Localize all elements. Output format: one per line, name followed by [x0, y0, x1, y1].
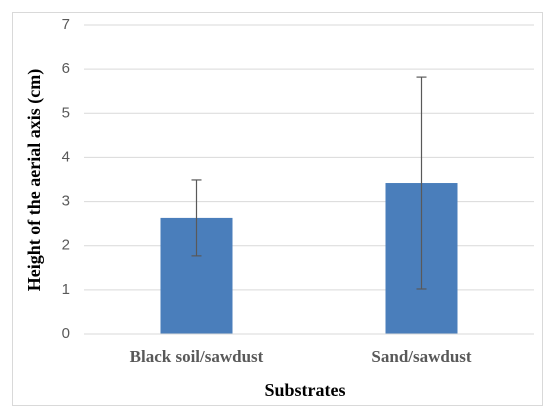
error-bar	[191, 179, 202, 257]
y-axis-title: Height of the aerial axis (cm)	[24, 69, 45, 291]
x-axis-title: Substrates	[264, 380, 345, 400]
y-tick-label: 0	[62, 325, 70, 342]
y-tick-label: 4	[62, 148, 70, 165]
y-tick-label: 2	[62, 237, 70, 254]
y-tick-label: 7	[62, 16, 70, 33]
x-tick-label: Sand/sawdust	[371, 347, 472, 366]
y-tick-label: 5	[62, 104, 70, 121]
y-tick-label: 6	[62, 60, 70, 77]
x-tick-label: Black soil/sawdust	[130, 347, 264, 366]
y-tick-label: 1	[62, 281, 70, 298]
error-bar	[416, 76, 427, 290]
y-tick-label: 3	[62, 193, 70, 210]
